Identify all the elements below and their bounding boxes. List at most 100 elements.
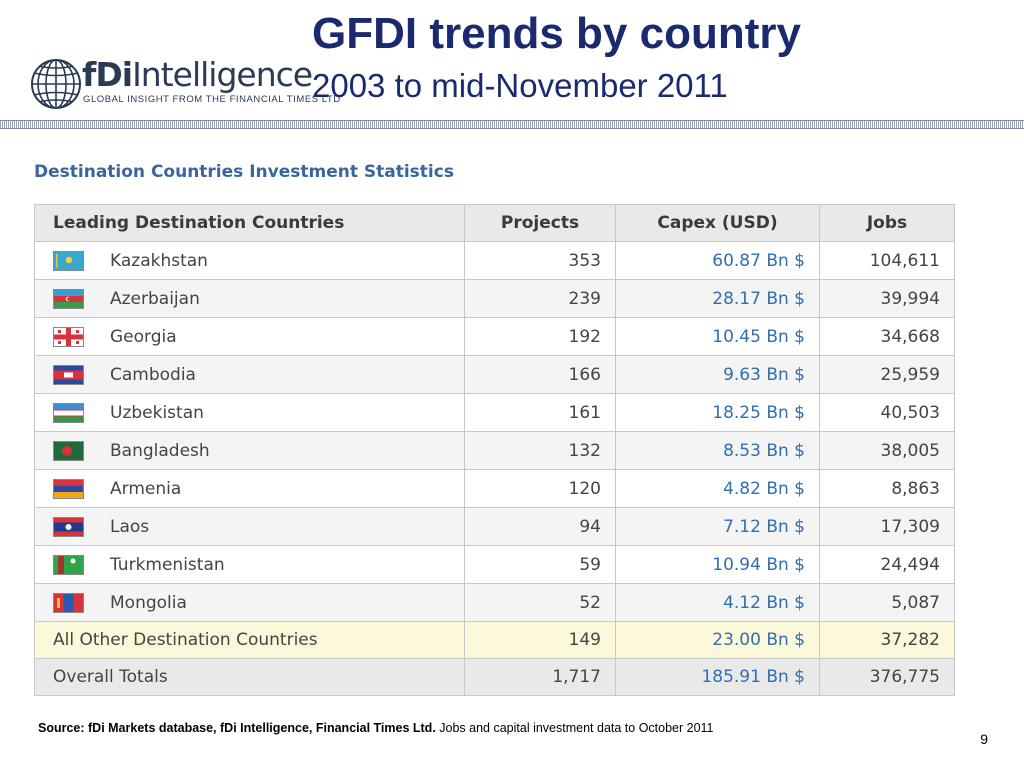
table-row: Uzbekistan 161 18.25 Bn $ 40,503 — [34, 393, 955, 432]
capex-link[interactable]: 4.82 Bn $ — [615, 469, 820, 508]
projects-cell: 52 — [464, 583, 616, 622]
country-cell: Turkmenistan — [34, 545, 465, 584]
table-row: Mongolia 52 4.12 Bn $ 5,087 — [34, 583, 955, 622]
georgia-flag-icon — [53, 326, 84, 347]
table-row: Bangladesh 132 8.53 Bn $ 38,005 — [34, 431, 955, 470]
table-header-row: Leading Destination Countries Projects C… — [34, 204, 955, 242]
capex-link[interactable]: 4.12 Bn $ — [615, 583, 820, 622]
country-name: Bangladesh — [110, 440, 210, 461]
mongolia-flag-icon — [53, 592, 84, 613]
logo-wordmark-light: Intelligence — [132, 55, 313, 94]
table-row: Cambodia 166 9.63 Bn $ 25,959 — [34, 355, 955, 394]
fdi-intelligence-logo: fDiIntelligence GLOBAL INSIGHT FROM THE … — [28, 56, 340, 112]
country-name: Armenia — [110, 478, 182, 499]
projects-cell: 94 — [464, 507, 616, 546]
overall-totals-label: Overall Totals — [34, 658, 465, 696]
projects-cell: 132 — [464, 431, 616, 470]
country-cell: Uzbekistan — [34, 393, 465, 432]
table-row: Georgia 192 10.45 Bn $ 34,668 — [34, 317, 955, 356]
country-name: Mongolia — [110, 592, 187, 613]
capex-total-link[interactable]: 185.91 Bn $ — [615, 658, 820, 696]
capex-link[interactable]: 8.53 Bn $ — [615, 431, 820, 470]
investment-statistics-table: Leading Destination Countries Projects C… — [34, 204, 955, 696]
country-name: Uzbekistan — [110, 402, 204, 423]
jobs-cell: 104,611 — [819, 241, 955, 280]
jobs-cell: 34,668 — [819, 317, 955, 356]
capex-link[interactable]: 10.94 Bn $ — [615, 545, 820, 584]
projects-cell: 166 — [464, 355, 616, 394]
country-cell: Cambodia — [34, 355, 465, 394]
cambodia-flag-icon — [53, 364, 84, 385]
table-row: Armenia 120 4.82 Bn $ 8,863 — [34, 469, 955, 508]
country-cell: Armenia — [34, 469, 465, 508]
table-row: Kazakhstan 353 60.87 Bn $ 104,611 — [34, 241, 955, 280]
table-row: Turkmenistan 59 10.94 Bn $ 24,494 — [34, 545, 955, 584]
bangladesh-flag-icon — [53, 440, 84, 461]
overall-totals-row: Overall Totals 1,717 185.91 Bn $ 376,775 — [34, 658, 955, 696]
country-name: Turkmenistan — [110, 554, 225, 575]
country-cell: Laos — [34, 507, 465, 546]
globe-icon — [31, 59, 81, 109]
jobs-cell: 24,494 — [819, 545, 955, 584]
capex-link[interactable]: 23.00 Bn $ — [615, 621, 820, 659]
column-header-projects: Projects — [464, 204, 616, 242]
country-cell: Azerbaijan — [34, 279, 465, 318]
slide-subtitle: 2003 to mid-November 2011 — [312, 67, 728, 104]
country-cell: Bangladesh — [34, 431, 465, 470]
projects-cell: 120 — [464, 469, 616, 508]
source-note: Source: fDi Markets database, fDi Intell… — [38, 721, 714, 735]
source-note-rest: Jobs and capital investment data to Octo… — [435, 721, 714, 735]
jobs-total-cell: 376,775 — [819, 658, 955, 696]
section-title: Destination Countries Investment Statist… — [34, 162, 454, 182]
column-header-capex: Capex (USD) — [615, 204, 820, 242]
page-number: 9 — [980, 731, 988, 747]
capex-link[interactable]: 10.45 Bn $ — [615, 317, 820, 356]
capex-link[interactable]: 18.25 Bn $ — [615, 393, 820, 432]
laos-flag-icon — [53, 516, 84, 537]
jobs-cell: 39,994 — [819, 279, 955, 318]
projects-cell: 149 — [464, 621, 616, 659]
jobs-cell: 5,087 — [819, 583, 955, 622]
column-header-jobs: Jobs — [819, 204, 955, 242]
country-cell: Mongolia — [34, 583, 465, 622]
jobs-cell: 17,309 — [819, 507, 955, 546]
country-name: Laos — [110, 516, 150, 537]
country-name: Kazakhstan — [110, 250, 208, 271]
armenia-flag-icon — [53, 478, 84, 499]
country-cell: Kazakhstan — [34, 241, 465, 280]
capex-link[interactable]: 9.63 Bn $ — [615, 355, 820, 394]
other-countries-row: All Other Destination Countries 149 23.0… — [34, 621, 955, 659]
capex-link[interactable]: 7.12 Bn $ — [615, 507, 820, 546]
header-divider — [0, 120, 1024, 129]
jobs-cell: 25,959 — [819, 355, 955, 394]
jobs-cell: 40,503 — [819, 393, 955, 432]
jobs-cell: 38,005 — [819, 431, 955, 470]
capex-link[interactable]: 60.87 Bn $ — [615, 241, 820, 280]
logo-tagline: GLOBAL INSIGHT FROM THE FINANCIAL TIMES … — [83, 94, 341, 105]
table-row: Azerbaijan 239 28.17 Bn $ 39,994 — [34, 279, 955, 318]
table-row: Laos 94 7.12 Bn $ 17,309 — [34, 507, 955, 546]
jobs-cell: 8,863 — [819, 469, 955, 508]
projects-cell: 59 — [464, 545, 616, 584]
column-header-country: Leading Destination Countries — [34, 204, 465, 242]
country-name: Azerbaijan — [110, 288, 200, 309]
projects-total-cell: 1,717 — [464, 658, 616, 696]
azerbaijan-flag-icon — [53, 288, 84, 309]
kazakhstan-flag-icon — [53, 250, 84, 271]
projects-cell: 353 — [464, 241, 616, 280]
logo-wordmark: fDiIntelligence — [82, 55, 313, 94]
country-cell: Georgia — [34, 317, 465, 356]
uzbekistan-flag-icon — [53, 402, 84, 423]
jobs-cell: 37,282 — [819, 621, 955, 659]
other-countries-label: All Other Destination Countries — [34, 621, 465, 659]
country-name: Cambodia — [110, 364, 196, 385]
logo-wordmark-bold: fDi — [82, 55, 133, 94]
capex-link[interactable]: 28.17 Bn $ — [615, 279, 820, 318]
turkmenistan-flag-icon — [53, 554, 84, 575]
slide-title: GFDI trends by country — [312, 9, 801, 58]
projects-cell: 192 — [464, 317, 616, 356]
source-note-bold: Source: fDi Markets database, fDi Intell… — [38, 721, 436, 735]
country-name: Georgia — [110, 326, 177, 347]
projects-cell: 161 — [464, 393, 616, 432]
projects-cell: 239 — [464, 279, 616, 318]
